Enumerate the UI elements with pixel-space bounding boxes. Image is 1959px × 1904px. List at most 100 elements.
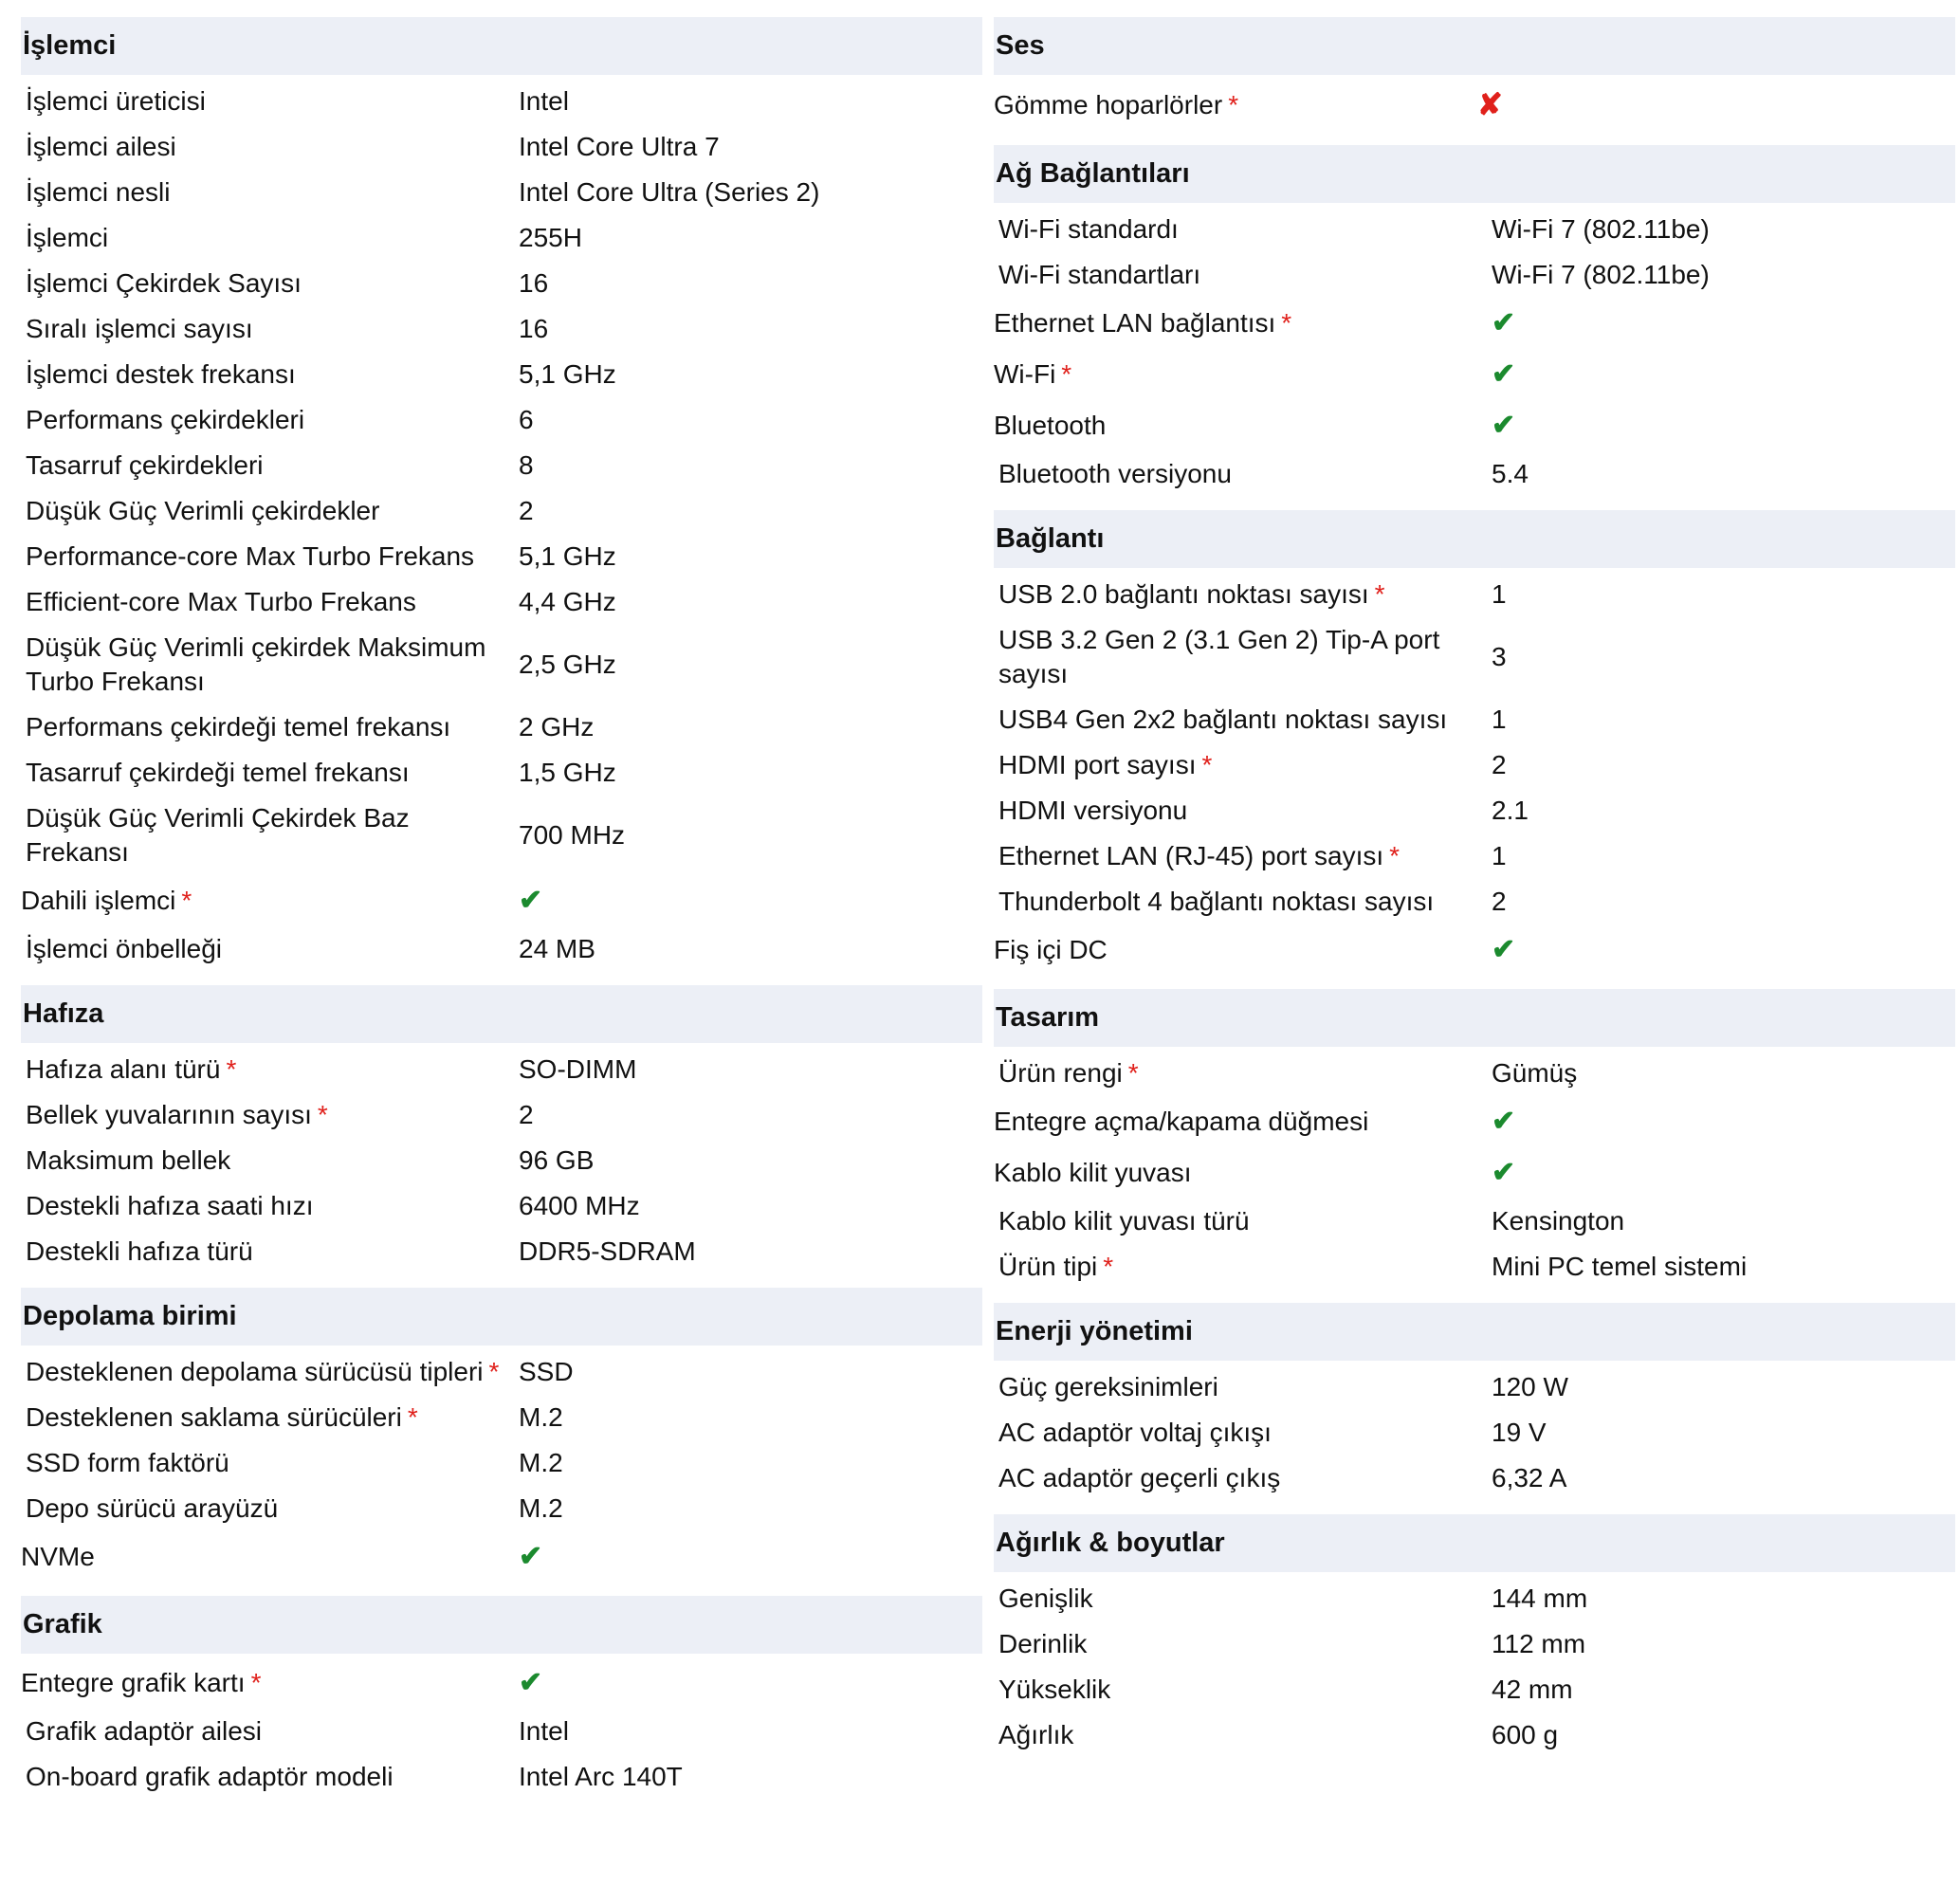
spec-value-text: Intel xyxy=(519,86,569,116)
spec-label-text: USB4 Gen 2x2 bağlantı noktası sayısı xyxy=(998,705,1448,734)
spec-label-text: Tasarruf çekirdekleri xyxy=(26,450,264,480)
spec-value: 2 xyxy=(1492,879,1955,925)
spec-label-text: Düşük Güç Verimli çekirdek Maksimum Turb… xyxy=(26,632,486,696)
spec-value: Gümüş xyxy=(1492,1051,1955,1096)
check-icon: ✔ xyxy=(1492,358,1516,390)
spec-table: Ürün rengi * Gümüş Entegre açma/kapama düğm… xyxy=(994,1051,1955,1290)
spec-value: ✔ xyxy=(1492,349,1955,400)
spec-label-text: Depo sürücü arayüzü xyxy=(26,1493,279,1523)
spec-value-text: 42 mm xyxy=(1492,1675,1573,1704)
spec-value-text: 6,32 A xyxy=(1492,1463,1567,1492)
spec-label-text: Ethernet LAN (RJ-45) port sayısı xyxy=(998,841,1384,870)
spec-value: SO-DIMM xyxy=(519,1047,982,1092)
spec-value: M.2 xyxy=(519,1395,982,1440)
spec-row: Depo sürücü arayüzü M.2 xyxy=(21,1486,982,1531)
section-header: Tasarım xyxy=(994,989,1955,1047)
spec-value-text: 5.4 xyxy=(1492,459,1529,488)
spec-table: İşlemci üreticisi Intel İşlemci ailesi Inte… xyxy=(21,79,982,972)
spec-label: Derinlik xyxy=(994,1621,1492,1667)
spec-label: Düşük Güç Verimli Çekirdek Baz Frekansı xyxy=(21,796,519,875)
spec-value-text: 2,5 GHz xyxy=(519,650,616,679)
spec-label-text: Entegre açma/kapama düğmesi xyxy=(994,1107,1369,1136)
spec-row: Ethernet LAN bağlantısı * ✔ xyxy=(994,298,1955,349)
spec-value: ✔ xyxy=(1492,925,1955,976)
check-icon: ✔ xyxy=(1492,1157,1516,1188)
spec-value-text: 6400 MHz xyxy=(519,1191,640,1220)
spec-label-text: Maksimum bellek xyxy=(26,1145,231,1175)
spec-table: Hafıza alanı türü * SO-DIMM Bellek yuvaları… xyxy=(21,1047,982,1274)
spec-label: USB4 Gen 2x2 bağlantı noktası sayısı xyxy=(994,697,1492,742)
spec-label-text: Tasarruf çekirdeği temel frekansı xyxy=(26,758,410,787)
spec-label: HDMI versiyonu xyxy=(994,788,1492,833)
spec-value-text: 16 xyxy=(519,314,549,343)
spec-section: Ağ Bağlantıları Wi-Fi standardı Wi-Fi 7 (8… xyxy=(994,145,1955,497)
spec-row: Düşük Güç Verimli çekirdek Maksimum Turb… xyxy=(21,625,982,705)
spec-value-text: 112 mm xyxy=(1492,1629,1586,1658)
spec-section: Bağlantı USB 2.0 bağlantı noktası sayısı *… xyxy=(994,510,1955,976)
spec-label-text: Ethernet LAN bağlantısı xyxy=(994,308,1276,338)
spec-row: Genişlik 144 mm xyxy=(994,1576,1955,1621)
spec-label: AC adaptör geçerli çıkış xyxy=(994,1455,1492,1501)
spec-value-text: 19 V xyxy=(1492,1418,1547,1447)
check-icon: ✔ xyxy=(519,885,543,916)
spec-value-text: 255H xyxy=(519,223,582,252)
spec-label-text: USB 2.0 bağlantı noktası sayısı xyxy=(998,579,1369,609)
spec-value-text: 1,5 GHz xyxy=(519,758,616,787)
spec-value-text: Intel Core Ultra 7 xyxy=(519,132,720,161)
spec-label: Grafik adaptör ailesi xyxy=(21,1709,519,1754)
spec-value: 16 xyxy=(519,261,982,306)
spec-table: Wi-Fi standardı Wi-Fi 7 (802.11be) Wi-Fi s… xyxy=(994,207,1955,497)
spec-row: İşlemci Çekirdek Sayısı 16 xyxy=(21,261,982,306)
spec-value: 700 MHz xyxy=(519,796,982,875)
spec-label: Dahili işlemci * xyxy=(21,875,519,926)
spec-label-text: AC adaptör geçerli çıkış xyxy=(998,1463,1281,1492)
spec-label-text: Thunderbolt 4 bağlantı noktası sayısı xyxy=(998,887,1435,916)
spec-label: Bluetooth versiyonu xyxy=(994,451,1492,497)
spec-label: Performance-core Max Turbo Frekans xyxy=(21,534,519,579)
spec-label-text: Ağırlık xyxy=(998,1720,1074,1749)
spec-value: Intel xyxy=(519,79,982,124)
spec-value: M.2 xyxy=(519,1440,982,1486)
spec-value-text: 600 g xyxy=(1492,1720,1559,1749)
spec-section: Depolama birimi Desteklenen depolama sürü… xyxy=(21,1288,982,1583)
spec-label: İşlemci önbelleği xyxy=(21,926,519,972)
spec-label-text: USB 3.2 Gen 2 (3.1 Gen 2) Tip-A port say… xyxy=(998,625,1440,688)
spec-label: Wi-Fi standardı xyxy=(994,207,1492,252)
spec-table: Gömme hoparlörler * ✘ xyxy=(994,79,1955,132)
spec-value: 1 xyxy=(1492,697,1955,742)
spec-label-text: İşlemci Çekirdek Sayısı xyxy=(26,268,302,298)
spec-value-text: SSD xyxy=(519,1357,574,1386)
spec-value-text: Mini PC temel sistemi xyxy=(1492,1252,1748,1281)
spec-row: Performans çekirdeği temel frekansı 2 GHz xyxy=(21,705,982,750)
spec-section: İşlemci İşlemci üreticisi Intel İşlemci ail… xyxy=(21,17,982,972)
spec-label: Depo sürücü arayüzü xyxy=(21,1486,519,1531)
spec-row: Düşük Güç Verimli Çekirdek Baz Frekansı 7… xyxy=(21,796,982,875)
spec-value: ✔ xyxy=(519,1531,982,1583)
spec-value: 1 xyxy=(1492,833,1955,879)
spec-label-text: HDMI port sayısı xyxy=(998,750,1197,779)
spec-row: Desteklenen saklama sürücüleri * M.2 xyxy=(21,1395,982,1440)
spec-label: AC adaptör voltaj çıkışı xyxy=(994,1410,1492,1455)
spec-label-text: Düşük Güç Verimli çekirdekler xyxy=(26,496,380,525)
spec-value: Intel xyxy=(519,1709,982,1754)
spec-label: Gömme hoparlörler * xyxy=(994,79,1477,132)
spec-label: Düşük Güç Verimli çekirdek Maksimum Turb… xyxy=(21,625,519,705)
spec-value-text: 2 xyxy=(1492,887,1507,916)
spec-label-text: Yükseklik xyxy=(998,1675,1111,1704)
spec-label-text: Efficient-core Max Turbo Frekans xyxy=(26,587,416,616)
spec-value: 42 mm xyxy=(1492,1667,1955,1712)
required-asterisk: * xyxy=(407,1402,418,1432)
spec-value: 6 xyxy=(519,397,982,443)
spec-value: 4,4 GHz xyxy=(519,579,982,625)
spec-value-text: 8 xyxy=(519,450,534,480)
section-header: Grafik xyxy=(21,1596,982,1654)
spec-label: Kablo kilit yuvası türü xyxy=(994,1199,1492,1244)
spec-value-text: 1 xyxy=(1492,579,1507,609)
section-header: Hafıza xyxy=(21,985,982,1043)
spec-value-text: 2.1 xyxy=(1492,796,1529,825)
spec-value-text: 144 mm xyxy=(1492,1584,1588,1613)
spec-value: 2 xyxy=(519,1092,982,1138)
spec-row: USB4 Gen 2x2 bağlantı noktası sayısı 1 xyxy=(994,697,1955,742)
spec-label: USB 2.0 bağlantı noktası sayısı * xyxy=(994,572,1492,617)
spec-value: ✔ xyxy=(1492,1147,1955,1199)
